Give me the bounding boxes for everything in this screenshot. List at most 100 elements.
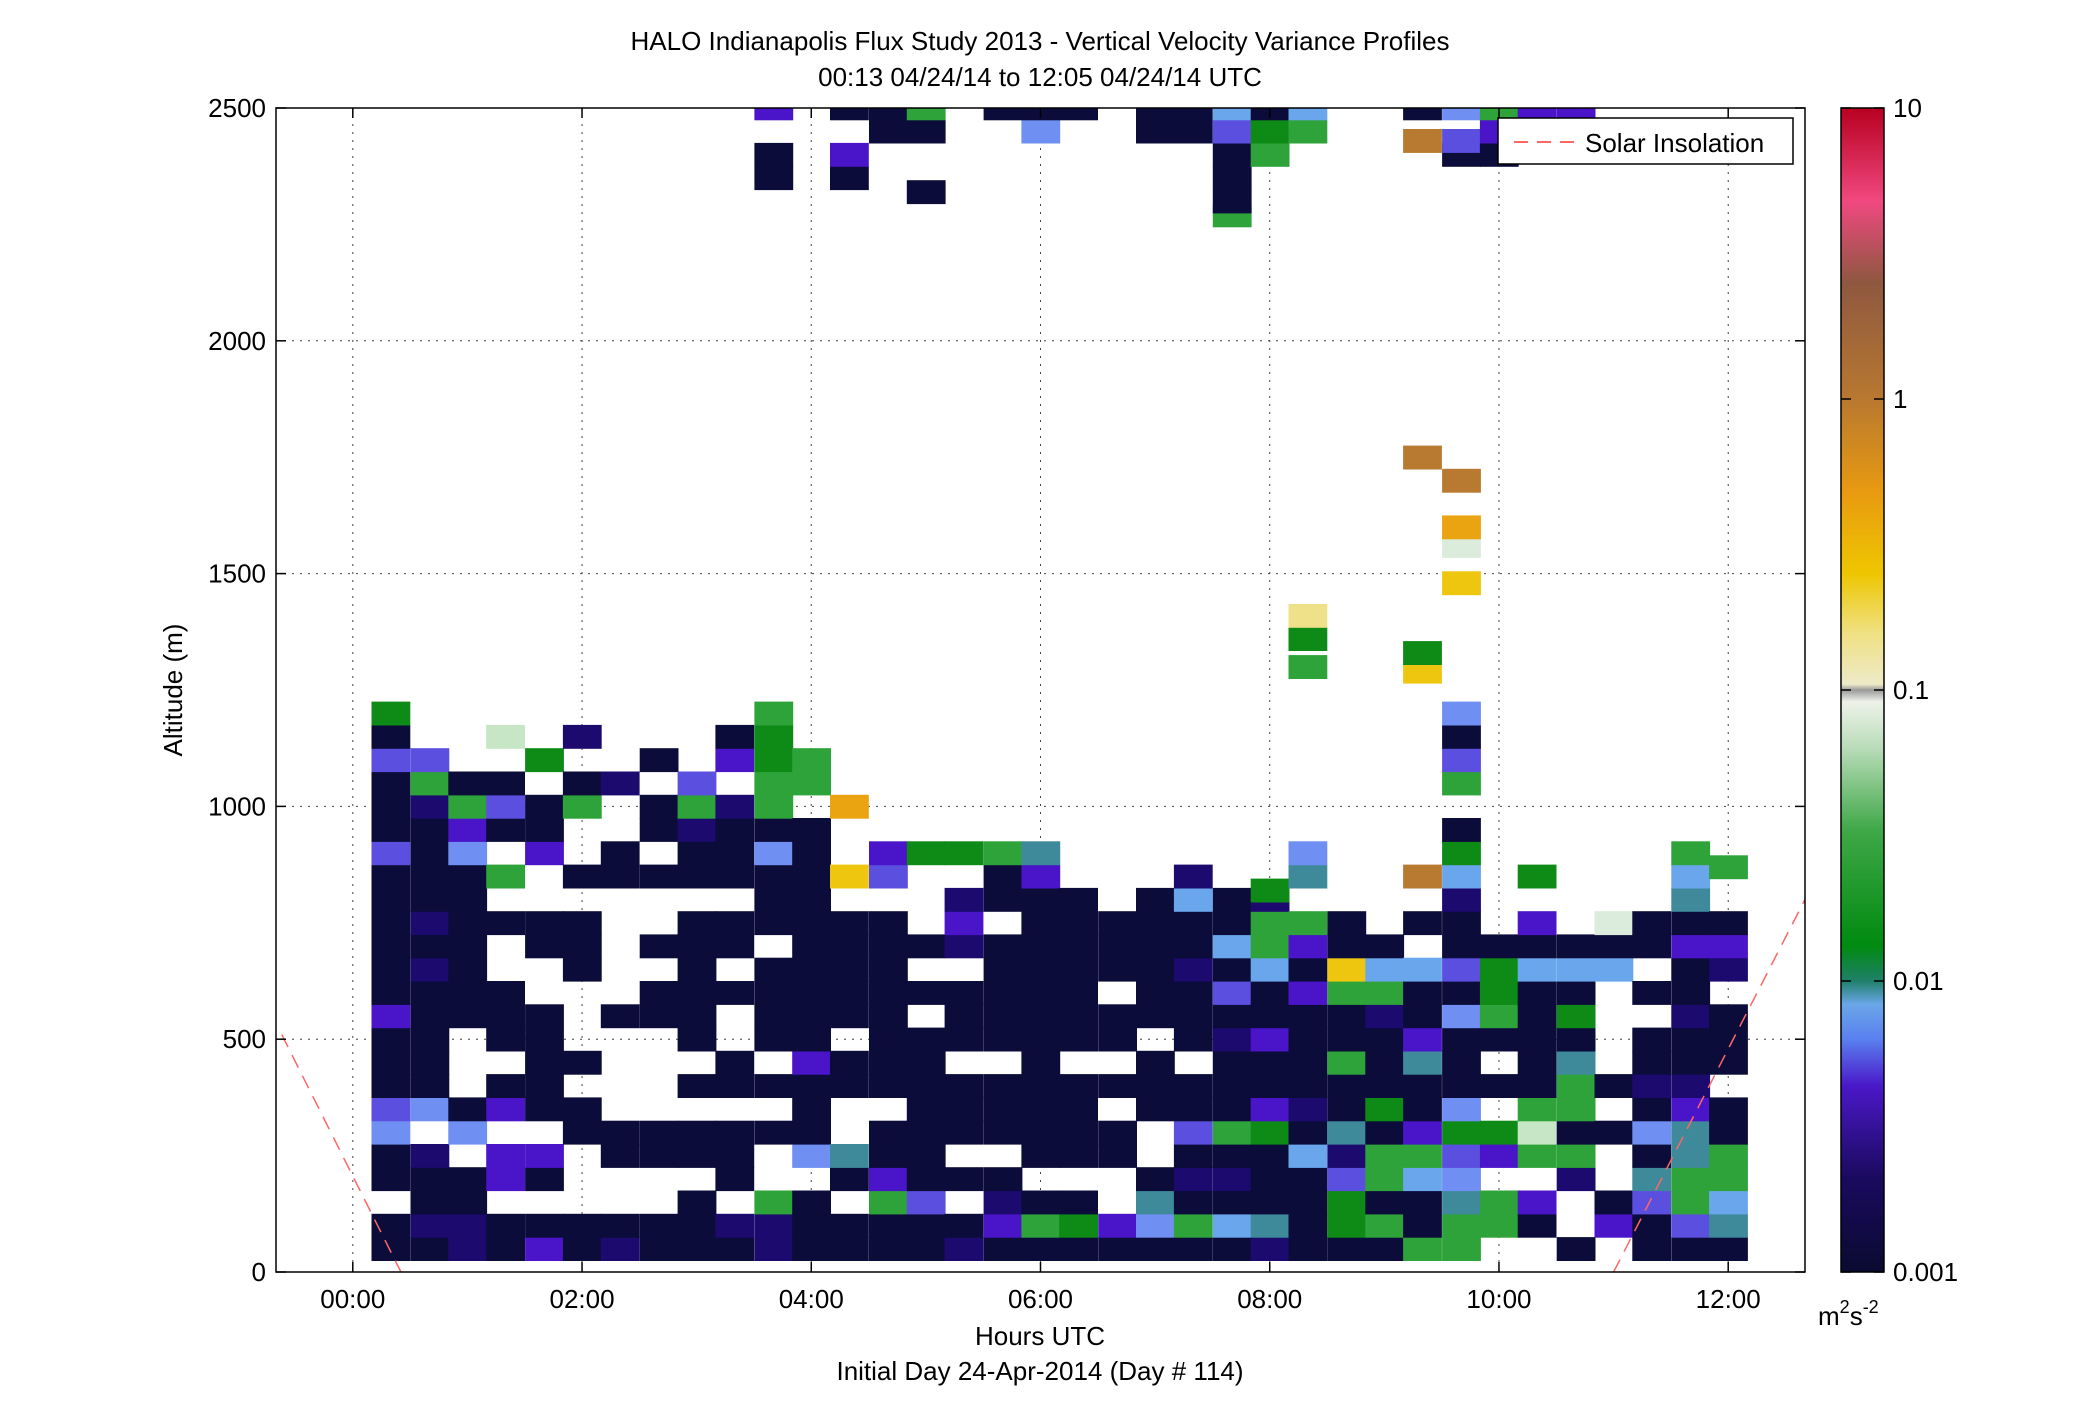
x-tick-label: 02:00 [549,1284,614,1314]
heatmap-cell [677,1027,717,1052]
heatmap-cell [600,841,640,866]
heatmap-cell [1365,1167,1405,1192]
heatmap-cell [1709,911,1748,936]
y-tick-label: 500 [223,1024,266,1054]
heatmap-cell [1173,911,1213,936]
heatmap-cell [1365,981,1405,1005]
heatmap-cell [1288,1074,1328,1098]
heatmap-cell [639,934,679,959]
heatmap-cell [754,981,794,1005]
heatmap-cell [1479,1074,1519,1098]
heatmap-cell [869,1237,908,1261]
heatmap-cell [830,911,869,936]
heatmap-cell [486,864,525,889]
heatmap-cell [1517,1027,1557,1052]
heatmap-cell [1288,1190,1328,1215]
heatmap-cell [983,864,1023,889]
heatmap-cell [906,1027,946,1052]
heatmap-cell [983,1097,1023,1122]
heatmap-cell [639,748,679,773]
heatmap-cell [1021,1237,1061,1261]
heatmap-cell [1442,1237,1481,1261]
heatmap-cell [1594,1190,1634,1215]
heatmap-cell [869,934,908,959]
heatmap-cell [1403,1097,1442,1122]
heatmap-cell [1327,1004,1367,1029]
heatmap-cell [525,1213,564,1238]
heatmap-cell [525,794,564,819]
heatmap-cell [1327,1120,1367,1145]
heatmap-cell [792,841,831,866]
heatmap-cell [1632,1213,1672,1238]
heatmap-cell [1288,1213,1328,1238]
x-axis-sublabel: Initial Day 24-Apr-2014 (Day # 114) [836,1356,1243,1386]
heatmap-cell [830,794,869,819]
heatmap-cell [1365,1237,1405,1261]
heatmap-cell [1365,1050,1405,1075]
heatmap-cell [371,1097,411,1122]
heatmap-cell [1173,1074,1213,1098]
heatmap-cell [1517,864,1557,889]
heatmap-cell [1671,1167,1711,1192]
heatmap-cell [448,1167,488,1192]
heatmap-cell [1288,119,1328,144]
heatmap-cell [869,1144,908,1168]
heatmap-cell [1517,1097,1557,1122]
solar-insolation-line [281,899,1805,1272]
heatmap-cell [715,818,755,842]
heatmap-cell [944,1097,984,1122]
heatmap-cell [1671,1144,1711,1168]
heatmap-cell [906,1050,946,1075]
heatmap-cell [1173,108,1213,121]
heatmap-cell [792,1237,831,1261]
heatmap-cell [1709,1027,1748,1052]
heatmap-cell [1098,1027,1137,1052]
heatmap-cell [562,794,602,819]
heatmap-cell [830,1213,869,1238]
heatmap-cell [410,911,450,936]
heatmap-cell [410,1097,450,1122]
colorbar-tick-label: 0.01 [1893,966,1944,996]
heatmap-cell [792,864,831,889]
heatmap-cell [1250,1027,1290,1052]
heatmap-cell [1173,864,1213,889]
heatmap-cell [677,794,717,819]
heatmap-cell [1479,1213,1519,1238]
heatmap-cell [1212,1050,1252,1075]
heatmap-cell [639,1120,679,1145]
heatmap-cell [1632,1190,1672,1215]
heatmap-cell [486,1004,525,1029]
heatmap-cell [1709,1144,1748,1168]
heatmap-cell [1173,1167,1213,1192]
heatmap-cell [1327,1097,1367,1122]
heatmap-cell [1212,1074,1252,1098]
heatmap-cell [830,864,869,889]
heatmap-cell [1173,1120,1213,1145]
colorbar: 10 1 0.1 0.01 0.001 m2s-2 [1818,93,1958,1331]
heatmap-cell [562,1050,602,1075]
heatmap-cell [983,981,1023,1005]
heatmap-cell [1212,166,1252,191]
heatmap-cell [1556,1237,1596,1261]
heatmap-cell [1632,1120,1672,1145]
heatmap-cell [371,771,411,796]
heatmap-cell [1021,1190,1061,1215]
heatmap-cell [1442,748,1481,773]
heatmap-cell [525,911,564,936]
heatmap-cell [1442,1027,1481,1052]
heatmap-cell [1671,887,1711,912]
heatmap-cell [1212,887,1252,912]
heatmap-cell [1479,981,1519,1005]
heatmap-cell [1021,957,1061,982]
heatmap-cell [830,108,869,121]
heatmap-cell [525,1074,564,1098]
heatmap-cell [869,1027,908,1052]
heatmap-cell [1212,934,1252,959]
heatmap-cell [677,1144,717,1168]
heatmap-cell [1288,957,1328,982]
heatmap-cell [754,1213,794,1238]
heatmap-cell [1442,1050,1481,1075]
heatmap-cell [410,818,450,842]
heatmap-cell [1365,1190,1405,1215]
heatmap-cell [1327,1074,1367,1098]
